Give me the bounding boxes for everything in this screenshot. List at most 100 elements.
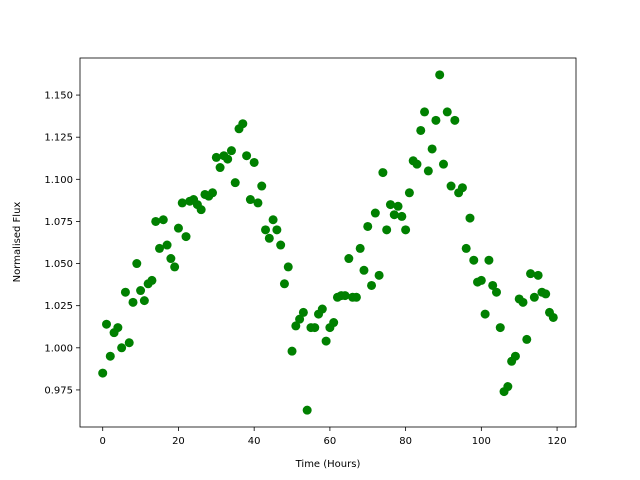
data-point (287, 346, 297, 356)
data-point (253, 198, 263, 208)
data-point (518, 297, 528, 307)
data-point (279, 279, 289, 289)
data-point (461, 243, 471, 253)
y-tick-label: 0.975 (44, 385, 73, 396)
data-point (435, 70, 445, 80)
data-point (151, 216, 161, 226)
data-point (120, 287, 130, 297)
x-axis-label: Time (Hours) (295, 459, 361, 470)
data-point (139, 296, 149, 306)
data-point (548, 312, 558, 322)
data-point (208, 188, 218, 198)
data-point (162, 240, 172, 250)
data-point (158, 215, 168, 225)
data-point (438, 159, 448, 169)
data-point (105, 351, 115, 361)
data-point (480, 309, 490, 319)
data-point (298, 307, 308, 317)
data-point (272, 225, 282, 235)
data-point (367, 280, 377, 290)
plot-frame (79, 57, 577, 428)
data-point (495, 323, 505, 333)
data-point (401, 225, 411, 235)
data-point (374, 270, 384, 280)
data-point (283, 262, 293, 272)
data-point (211, 152, 221, 162)
data-point (533, 270, 543, 280)
data-point (226, 146, 236, 156)
data-point (363, 221, 373, 231)
data-point (147, 275, 157, 285)
x-tick-label: 60 (324, 436, 337, 447)
x-tick-label: 0 (100, 436, 106, 447)
y-tick-label: 1.100 (44, 175, 73, 186)
data-point (510, 351, 520, 361)
y-tick-label: 1.050 (44, 259, 73, 270)
data-point (385, 200, 395, 210)
x-tick-label: 100 (472, 436, 491, 447)
y-tick-label: 1.000 (44, 343, 73, 354)
data-point (215, 163, 225, 173)
data-point (457, 183, 467, 193)
data-point (389, 210, 399, 220)
x-tick-label: 20 (172, 436, 185, 447)
data-point (503, 382, 513, 392)
data-point (223, 154, 233, 164)
data-point (291, 321, 301, 331)
data-point (404, 188, 414, 198)
data-point (317, 304, 327, 314)
data-point (98, 368, 108, 378)
data-point (420, 107, 430, 117)
data-point (359, 265, 369, 275)
data-point (113, 323, 123, 333)
data-point (355, 243, 365, 253)
data-point (344, 254, 354, 264)
data-point (382, 225, 392, 235)
data-point (177, 198, 187, 208)
data-point (378, 168, 388, 178)
data-point (310, 323, 320, 333)
data-point (245, 195, 255, 205)
data-point (431, 115, 441, 125)
data-point (170, 262, 180, 272)
data-point (469, 255, 479, 265)
data-point (276, 240, 286, 250)
data-point (476, 275, 486, 285)
data-point (173, 223, 183, 233)
data-point (423, 166, 433, 176)
data-point (124, 338, 134, 348)
data-point (340, 291, 350, 301)
data-point (370, 208, 380, 218)
y-tick-label: 1.025 (44, 301, 73, 312)
data-point (257, 181, 267, 191)
data-point (321, 336, 331, 346)
data-point (450, 115, 460, 125)
data-point (526, 269, 536, 279)
data-point (128, 297, 138, 307)
data-point (541, 289, 551, 299)
data-point (329, 318, 339, 328)
data-point (268, 215, 278, 225)
y-tick-label: 1.125 (44, 133, 73, 144)
data-point (132, 259, 142, 269)
data-point (230, 178, 240, 188)
data-point (249, 157, 259, 167)
data-point (491, 287, 501, 297)
data-point (117, 343, 127, 353)
data-point (351, 292, 361, 302)
data-point (102, 319, 112, 329)
data-point (529, 292, 539, 302)
data-point (397, 211, 407, 221)
data-point (155, 243, 165, 253)
data-point (136, 286, 146, 296)
x-tick-label: 120 (548, 436, 567, 447)
data-point (484, 255, 494, 265)
data-point (242, 151, 252, 161)
x-tick-label: 80 (399, 436, 412, 447)
data-point (446, 181, 456, 191)
y-tick-label: 1.150 (44, 91, 73, 102)
y-axis-label: Normalised Flux (12, 202, 23, 283)
data-point (488, 280, 498, 290)
data-point (393, 201, 403, 211)
